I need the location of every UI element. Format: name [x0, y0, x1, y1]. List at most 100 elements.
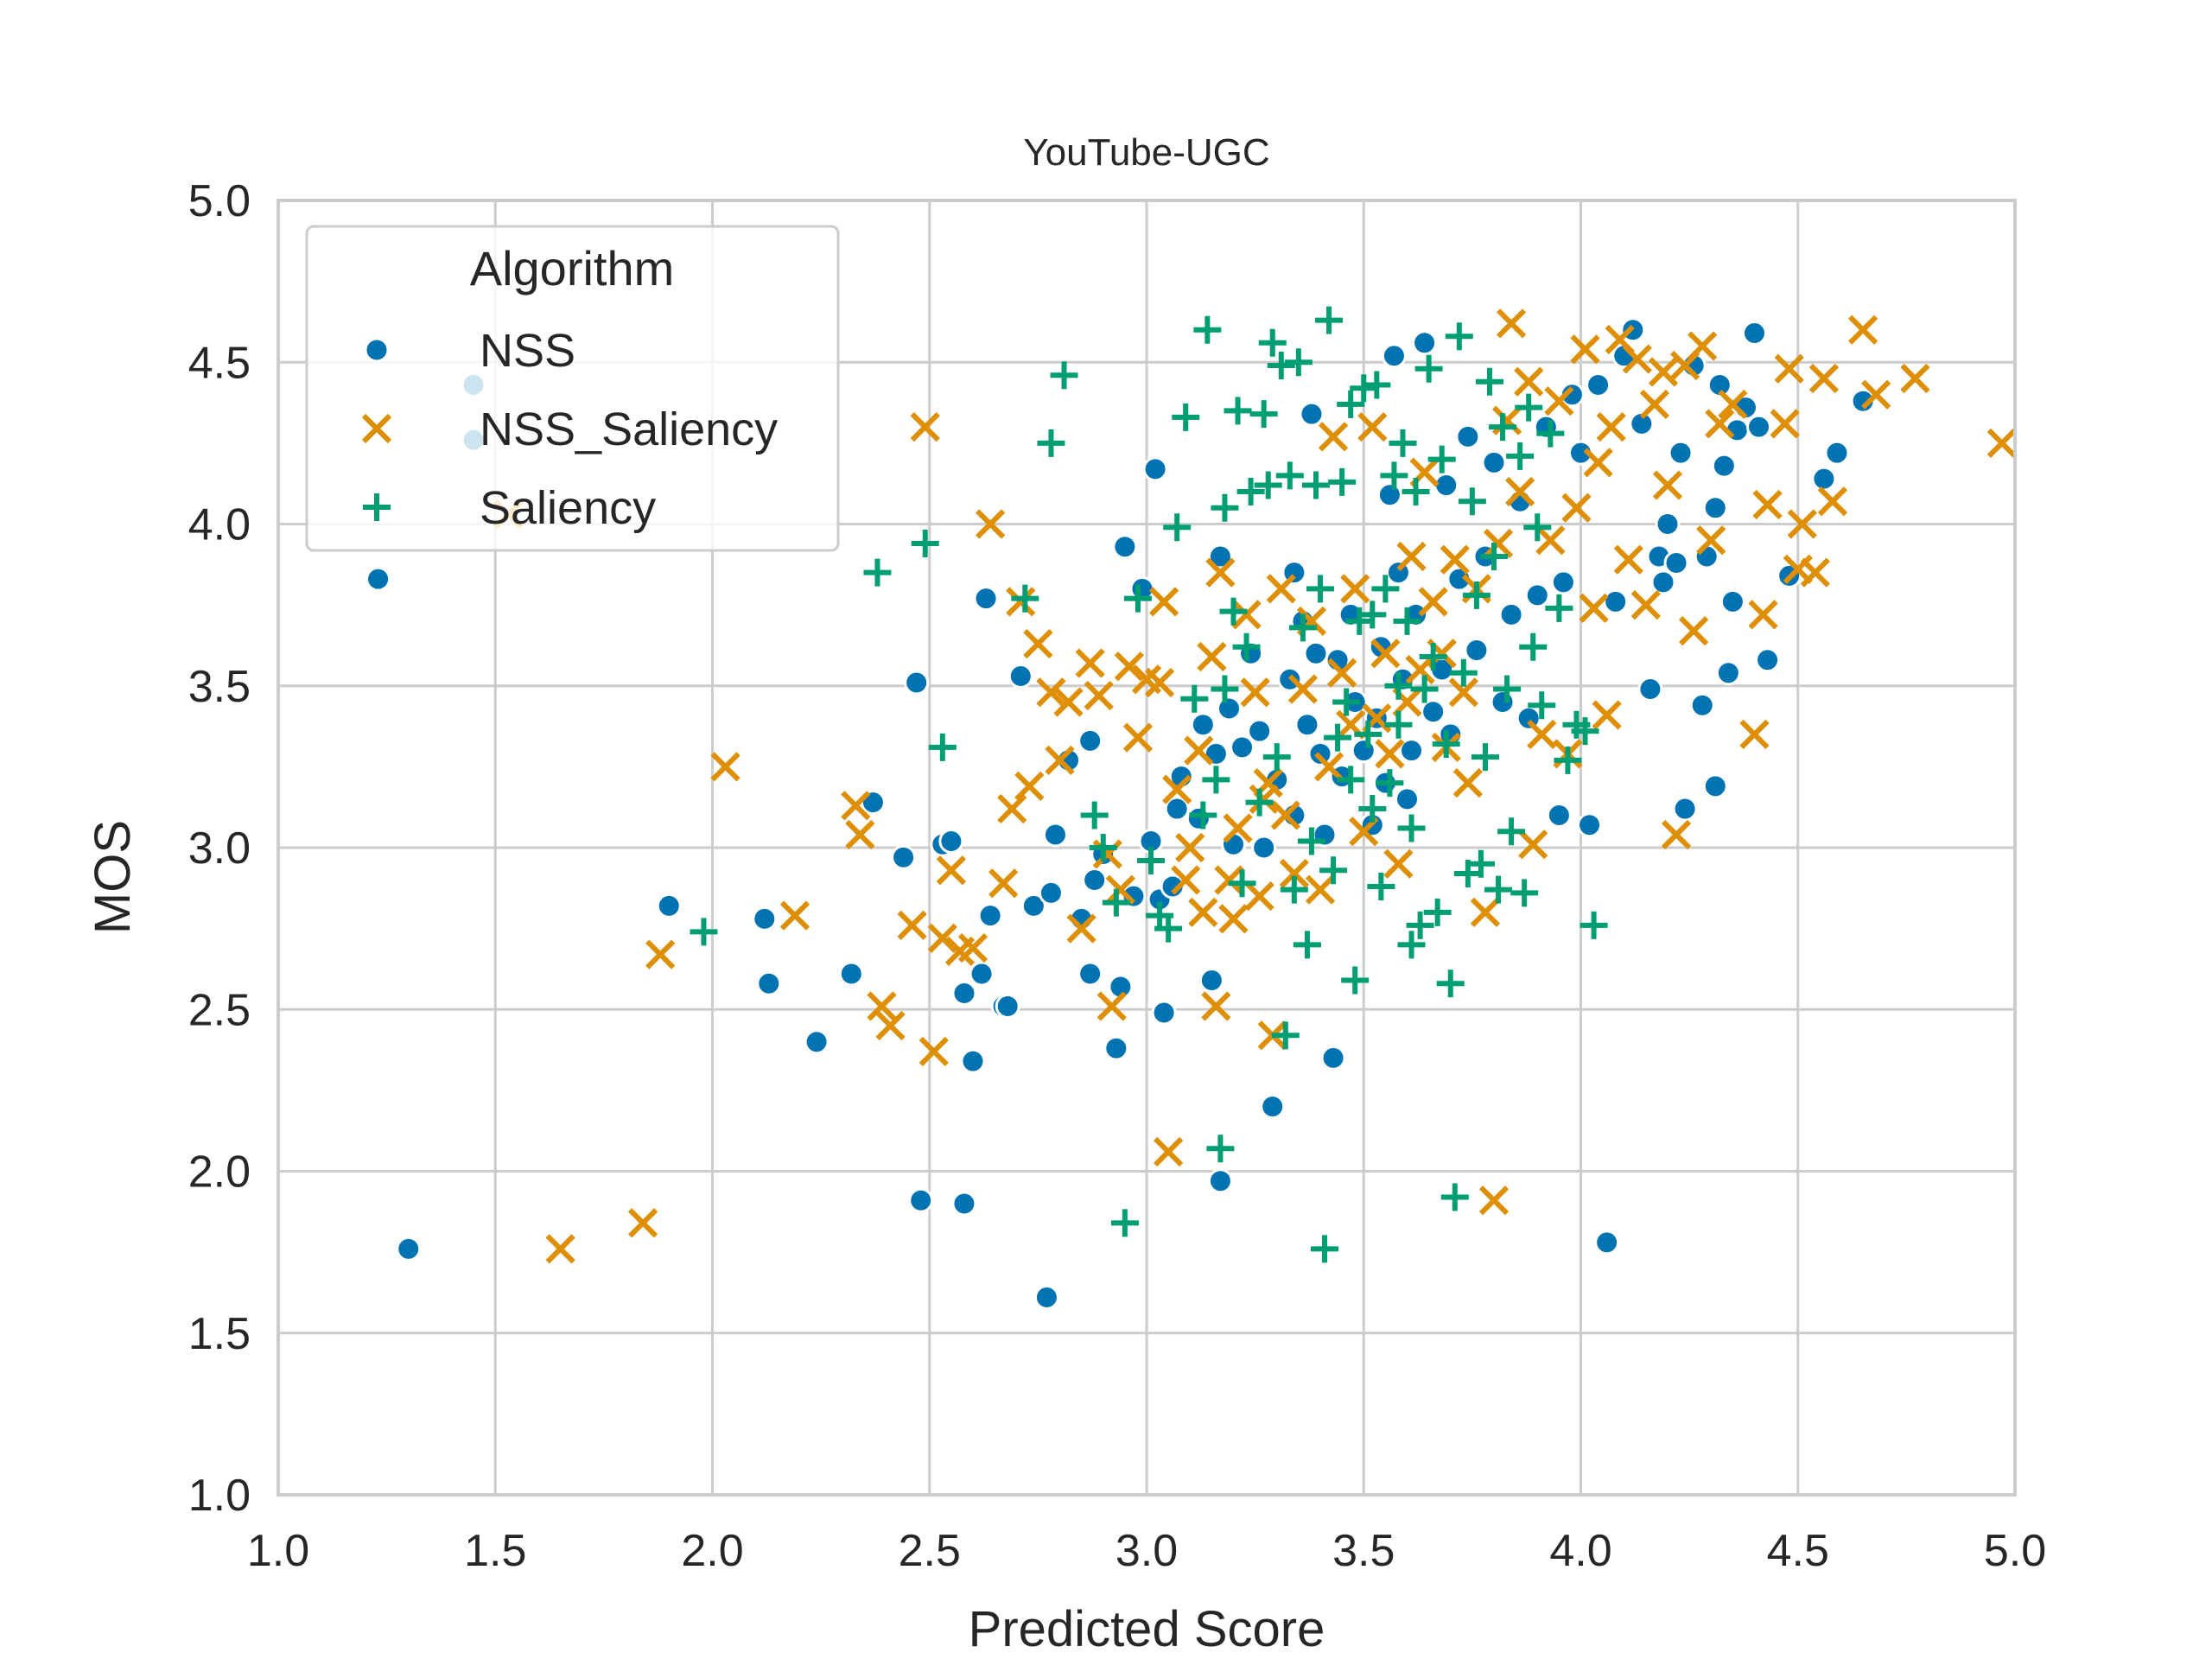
data-point — [1510, 879, 1539, 907]
data-point — [1341, 966, 1370, 995]
data-point — [1207, 1168, 1233, 1194]
data-point — [645, 939, 676, 969]
data-point — [1466, 849, 1495, 878]
data-point — [1231, 600, 1262, 630]
data-point — [1586, 372, 1611, 397]
x-tick-label: 5.0 — [1984, 1526, 2046, 1576]
data-point — [1324, 723, 1352, 752]
data-point — [1570, 334, 1600, 365]
data-point — [1327, 658, 1357, 688]
data-point — [1561, 493, 1592, 523]
data-point — [1154, 914, 1183, 943]
data-point — [1007, 664, 1033, 690]
data-point — [1672, 796, 1698, 822]
data-point — [927, 923, 957, 953]
data-point — [1787, 509, 1817, 539]
y-tick-label: 3.5 — [188, 662, 251, 712]
data-point — [1337, 766, 1365, 794]
data-point — [1418, 587, 1448, 617]
data-point — [1711, 453, 1737, 479]
data-point — [1249, 400, 1278, 429]
data-point — [1154, 1136, 1184, 1167]
data-point — [1384, 671, 1413, 700]
legend: Algorithm NSS NSS_Saliency Saliency — [305, 225, 840, 552]
data-point — [1755, 647, 1781, 673]
data-point — [1320, 1045, 1346, 1071]
data-point — [1023, 628, 1053, 659]
data-point — [875, 1010, 906, 1041]
data-point — [1824, 440, 1850, 466]
data-point — [1216, 696, 1242, 721]
data-point — [1432, 730, 1460, 759]
data-point — [1800, 557, 1830, 588]
data-point — [1311, 1235, 1339, 1263]
data-point — [1082, 867, 1108, 893]
data-point — [1251, 835, 1277, 861]
data-point — [1207, 543, 1233, 569]
data-point — [1490, 689, 1516, 715]
data-point — [1630, 590, 1662, 620]
data-point — [1577, 812, 1603, 838]
data-point — [1497, 817, 1526, 846]
data-point — [1172, 403, 1200, 431]
data-point — [1579, 593, 1609, 623]
data-point — [1275, 461, 1304, 490]
x-tick-label: 3.0 — [1116, 1526, 1178, 1576]
data-point — [1519, 632, 1548, 661]
data-point — [1707, 372, 1732, 397]
data-point — [936, 855, 967, 886]
data-point — [1545, 594, 1573, 622]
data-point — [1218, 904, 1249, 934]
data-point — [1236, 478, 1265, 506]
data-point — [1201, 991, 1231, 1021]
legend-marker — [363, 493, 391, 521]
data-point — [1629, 410, 1655, 436]
data-point — [1679, 615, 1709, 646]
data-point — [1037, 429, 1065, 457]
data-point — [1380, 461, 1408, 490]
data-point — [1661, 819, 1692, 850]
legend-box — [305, 225, 840, 552]
data-point — [1301, 471, 1330, 499]
chart-title: YouTube-UGC — [1023, 131, 1269, 174]
data-point — [1546, 803, 1572, 829]
data-point — [1445, 322, 1473, 351]
data-point — [1648, 357, 1679, 387]
y-tick-label: 2.5 — [188, 985, 251, 1035]
x-tick-label: 2.5 — [899, 1526, 961, 1576]
data-point — [1395, 786, 1420, 812]
data-point — [1613, 544, 1643, 575]
data-point — [1414, 354, 1443, 383]
data-point — [928, 733, 957, 761]
data-point — [1423, 898, 1452, 926]
data-point — [1262, 743, 1291, 772]
data-point — [1303, 640, 1329, 666]
data-point — [1518, 830, 1548, 860]
data-point — [951, 981, 977, 1007]
data-point — [1102, 888, 1130, 917]
data-point — [1160, 874, 1185, 899]
data-point — [1402, 478, 1430, 506]
data-point — [1376, 769, 1404, 798]
data-point — [1449, 658, 1478, 687]
data-point — [1397, 814, 1426, 842]
y-tick-label: 4.0 — [188, 500, 251, 550]
data-point — [1370, 639, 1401, 669]
data-point — [1240, 677, 1270, 708]
data-point — [1351, 738, 1376, 764]
data-point — [1271, 1021, 1300, 1050]
x-tick-label: 4.0 — [1549, 1526, 1611, 1576]
data-point — [1603, 588, 1629, 614]
data-point — [908, 1187, 934, 1213]
data-point — [1363, 371, 1391, 399]
data-point — [1427, 445, 1456, 474]
data-point — [1332, 688, 1361, 716]
data-point — [1559, 382, 1585, 408]
data-point — [1189, 801, 1217, 830]
data-point — [1171, 865, 1201, 895]
y-tick-label: 3.0 — [188, 823, 251, 874]
data-point — [1084, 680, 1114, 711]
data-point — [1036, 677, 1066, 708]
data-point — [1211, 675, 1239, 703]
data-point — [975, 509, 1006, 539]
